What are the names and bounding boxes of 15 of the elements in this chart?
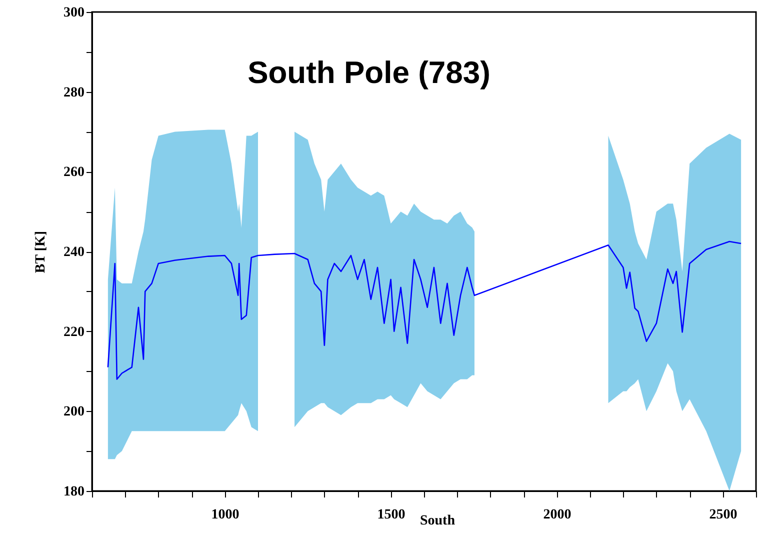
x-tick-label: 2000 [543, 508, 572, 522]
y-axis-title: BT [K] [34, 230, 48, 274]
y-tick-label: 200 [64, 404, 84, 420]
x-tick-label: 2500 [709, 508, 738, 522]
y-tick-label: 220 [64, 324, 84, 340]
line-series [107, 240, 742, 380]
y-tick-label: 260 [64, 165, 84, 180]
x-tick-label: 1500 [377, 508, 406, 522]
y-tick-label: 300 [64, 6, 84, 20]
y-tick-label: 240 [64, 245, 84, 260]
text: South Pole (783) [248, 55, 490, 90]
x-axis-title: South [420, 514, 456, 528]
y-tick-label: 280 [64, 85, 84, 100]
y-tick-label: 180 [64, 484, 84, 500]
x-tick-label: 1000 [211, 508, 240, 522]
